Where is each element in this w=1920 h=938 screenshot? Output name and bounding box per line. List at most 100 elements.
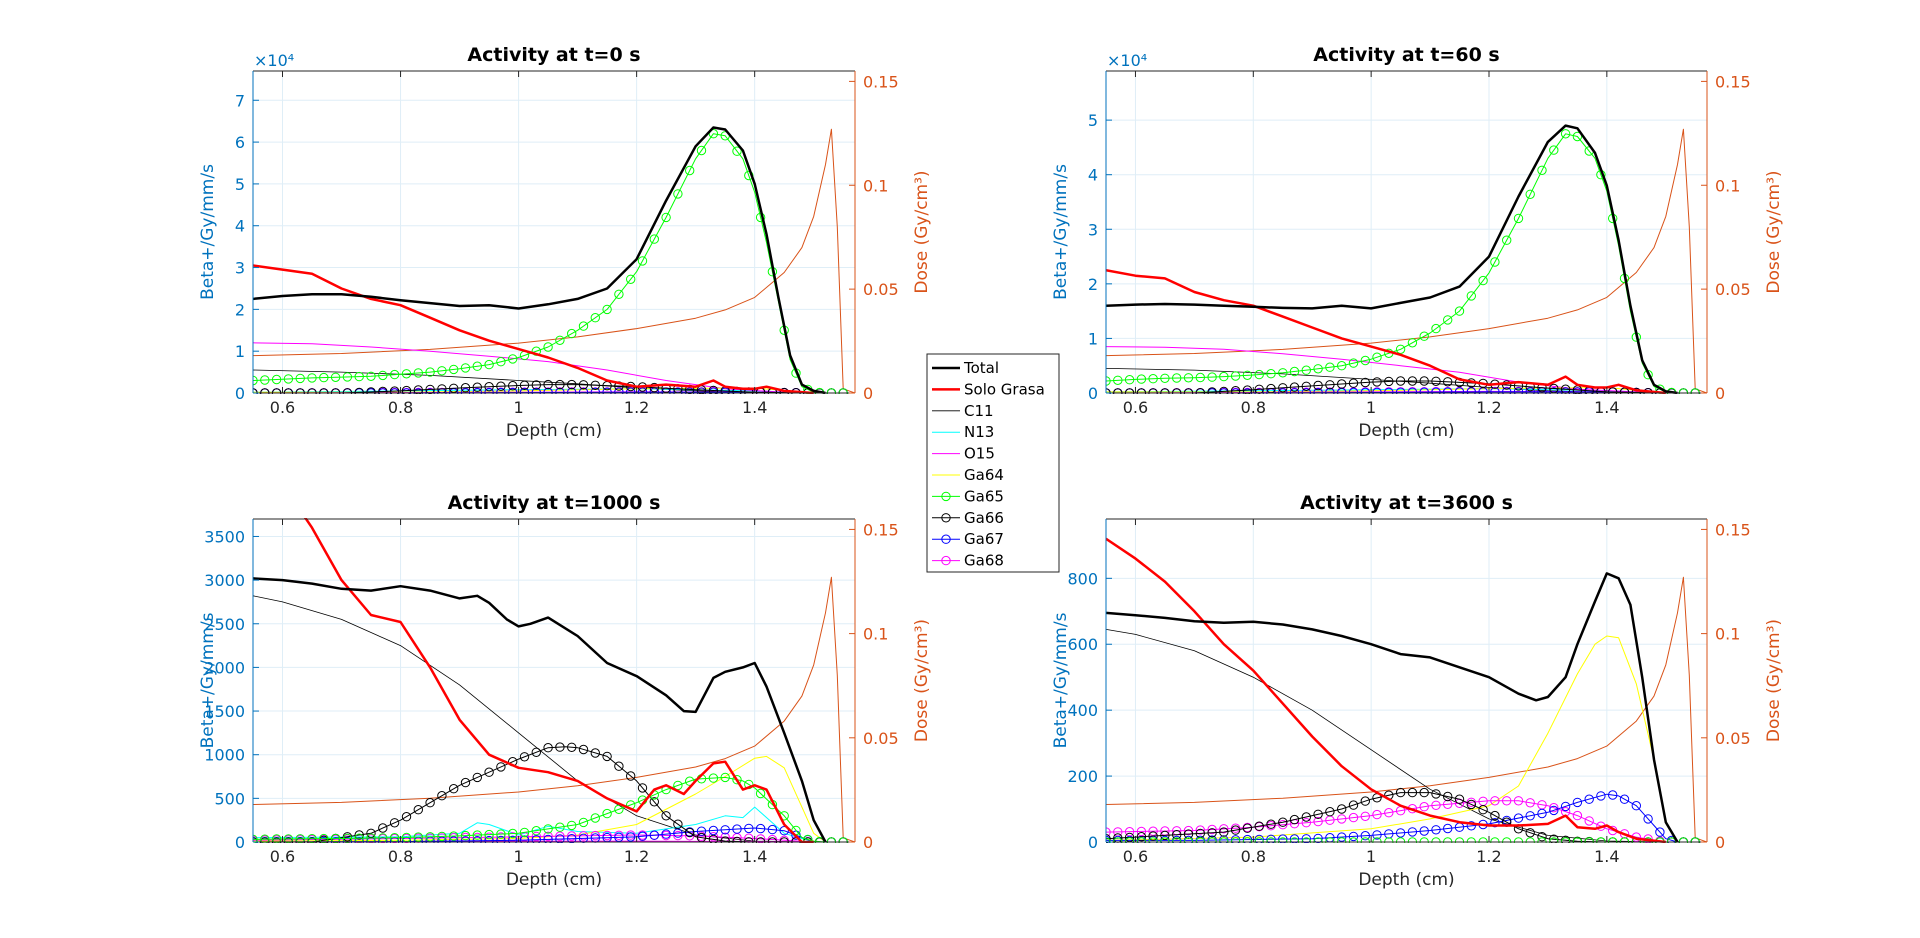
series-marker-ga65 — [567, 328, 577, 339]
series-marker-ga67 — [578, 387, 589, 394]
plot-area — [253, 518, 855, 843]
series-marker-ga67 — [1407, 827, 1418, 837]
legend-label: N13 — [964, 423, 994, 441]
series-marker-ga67 — [732, 824, 742, 834]
legend-label: Total — [963, 359, 999, 377]
y2-tick-label: 0.15 — [863, 72, 899, 91]
series-marker-ga66 — [1289, 382, 1300, 392]
series-marker-ga65 — [342, 833, 353, 843]
series-marker-ga65 — [1301, 365, 1312, 375]
series-marker-ga66 — [496, 381, 506, 391]
series-marker-ga67 — [1230, 835, 1241, 843]
y2-tick-label: 0.1 — [1715, 625, 1740, 644]
series-marker-ga66 — [555, 379, 565, 390]
series-marker-ga67 — [460, 836, 471, 843]
series-marker-ga66 — [389, 818, 400, 828]
chart-title: Activity at t=3600 s — [1300, 492, 1513, 514]
series-marker-ga65 — [354, 371, 364, 382]
series-marker-ga67 — [484, 835, 494, 843]
series-marker-ga65 — [1148, 374, 1158, 384]
x-tick-label: 1.4 — [1594, 398, 1619, 417]
series-marker-ga65 — [307, 834, 317, 843]
series-marker-ga67 — [1584, 794, 1594, 804]
series-marker-ga65 — [1419, 331, 1429, 341]
series-line-total — [253, 577, 827, 843]
series-marker-ga68 — [590, 830, 600, 841]
y-tick-label: 3500 — [204, 527, 245, 546]
series-marker-ga65 — [1560, 129, 1571, 139]
series-marker-ga68 — [1313, 816, 1323, 827]
series-marker-ga65 — [803, 834, 813, 843]
series-marker-ga67 — [1384, 387, 1394, 394]
series-line-ga66 — [1106, 380, 1666, 394]
series-marker-ga68 — [1490, 796, 1500, 806]
x-tick-label: 1.2 — [624, 398, 649, 417]
series-marker-ga66 — [1172, 830, 1182, 840]
series-marker-ga66 — [1360, 377, 1371, 388]
y-tick-label: 0 — [1088, 384, 1098, 403]
series-marker-ga67 — [1502, 387, 1512, 394]
x-tick-label: 0.8 — [1241, 398, 1266, 417]
series-marker-ga65 — [755, 788, 766, 799]
series-marker-ga65 — [1254, 369, 1264, 380]
series-marker-ga65 — [1348, 358, 1359, 368]
series-marker-ga66 — [389, 386, 400, 394]
series-marker-ga65 — [1478, 275, 1488, 286]
series-line-dose — [253, 576, 855, 843]
series-marker-ga65 — [661, 212, 671, 223]
series-marker-ga66 — [1608, 387, 1618, 394]
x-axis-label: Depth (cm) — [506, 870, 602, 890]
series-marker-ga65 — [578, 817, 589, 828]
series-marker-ga67 — [1572, 797, 1583, 808]
series-line-total — [1106, 572, 1679, 843]
series-line-solo-grasa — [1106, 268, 1666, 394]
y-tick-label: 3 — [235, 259, 245, 278]
y-tick-label: 800 — [1067, 569, 1098, 588]
series-marker-ga65 — [307, 373, 317, 383]
y2-tick-label: 0 — [863, 833, 873, 852]
series-line-ga68 — [1106, 800, 1666, 843]
series-marker-ga65 — [1549, 145, 1559, 155]
chart-title: Activity at t=0 s — [467, 44, 640, 66]
series-marker-ga65 — [1407, 338, 1418, 348]
series-line-dose — [253, 128, 855, 394]
series-marker-ga65 — [271, 374, 282, 385]
series-marker-ga66 — [720, 836, 730, 843]
chart-panel-4: 0.6 0.8 1 1.2 1.4 0 200 400 600 800 0 0.05 0.1 0.15 Ac… — [1051, 492, 1784, 890]
series-marker-ga65 — [401, 369, 412, 379]
series-marker-ga68 — [543, 831, 553, 841]
series-marker-ga67 — [1313, 833, 1323, 843]
series-marker-ga66 — [1395, 376, 1406, 386]
series-marker-ga66 — [1242, 823, 1253, 833]
series-marker-ga66 — [602, 751, 612, 762]
series-marker-ga65 — [1513, 213, 1524, 224]
series-marker-ga66 — [708, 834, 719, 843]
series-marker-ga65 — [602, 304, 612, 315]
legend-item-c11: C11 — [932, 402, 994, 420]
series-marker-ga66 — [496, 762, 506, 772]
series-marker-ga65 — [590, 813, 600, 823]
series-marker-ga67 — [1242, 834, 1253, 843]
legend-label: Ga66 — [964, 509, 1004, 527]
series-line-c11 — [253, 595, 814, 843]
series-marker-ga67 — [1431, 387, 1441, 394]
series-marker-ga66 — [378, 386, 388, 394]
series-marker-ga67 — [1490, 818, 1500, 828]
series-marker-ga68 — [1502, 796, 1512, 806]
series-marker-ga65 — [260, 834, 270, 843]
series-marker-ga66 — [1219, 386, 1229, 394]
series-marker-ga68 — [1443, 799, 1453, 809]
series-marker-ga65 — [1431, 323, 1441, 334]
series-marker-ga65 — [1537, 165, 1547, 176]
series-marker-ga65 — [1195, 372, 1206, 383]
x-tick-label: 1 — [1366, 847, 1376, 866]
y-tick-label: 400 — [1067, 701, 1098, 720]
series-marker-ga66 — [460, 383, 471, 393]
y-tick-label: 1 — [1088, 329, 1098, 348]
series-marker-ga68 — [1384, 808, 1394, 818]
series-marker-ga65 — [567, 820, 577, 831]
x-tick-label: 0.8 — [388, 398, 413, 417]
series-marker-ga66 — [413, 385, 423, 394]
series-marker-ga68 — [1348, 812, 1359, 823]
y-axis-label: Beta+/Gy/mm/s — [1051, 164, 1071, 300]
